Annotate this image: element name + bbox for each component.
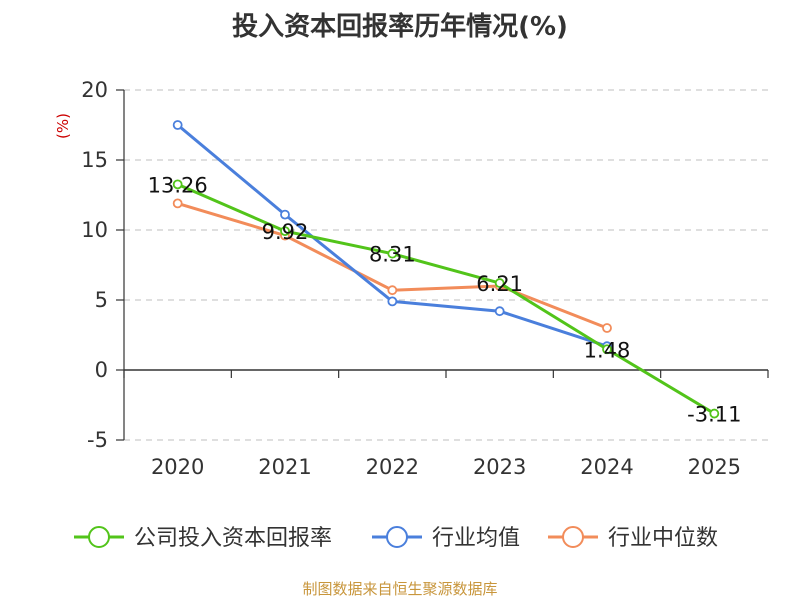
legend-item-1[interactable]: 行业均值 — [372, 526, 520, 551]
series-point[interactable] — [602, 323, 612, 333]
series-point[interactable] — [602, 344, 612, 355]
series-lines — [172, 120, 720, 419]
x-tick-label: 2020 — [151, 455, 204, 479]
series-point[interactable] — [387, 296, 398, 307]
legend-label: 行业均值 — [432, 526, 520, 551]
series-line — [176, 123, 608, 348]
series-point[interactable] — [387, 285, 398, 296]
series-point[interactable] — [172, 120, 183, 130]
legend-marker — [562, 526, 584, 548]
series-point[interactable] — [172, 198, 183, 209]
series-point[interactable] — [280, 209, 290, 220]
y-tick-label: 10 — [81, 218, 108, 242]
series-point[interactable] — [280, 226, 290, 237]
source-note: 制图数据来自恒生聚源数据库 — [302, 580, 498, 598]
legend-label: 公司投入资本回报率 — [134, 526, 332, 551]
series-line — [177, 182, 716, 415]
series-point[interactable] — [709, 408, 720, 419]
x-tick-label: 2022 — [366, 455, 419, 479]
legend-marker — [386, 526, 408, 548]
legend[interactable]: 公司投入资本回报率 行业均值 行业中位数 — [74, 526, 718, 551]
data-label: 1.48 — [584, 338, 631, 362]
legend-marker — [88, 526, 110, 548]
legend-item-0[interactable]: 公司投入资本回报率 — [74, 526, 332, 551]
data-label: -3.11 — [687, 403, 741, 427]
series-1 — [172, 120, 612, 352]
y-tick-label: 15 — [81, 148, 108, 172]
x-tick-label: 2023 — [473, 455, 526, 479]
series-point[interactable] — [387, 248, 398, 259]
series-point[interactable] — [494, 306, 505, 317]
data-label: 6.21 — [476, 272, 523, 296]
series-0 — [172, 179, 720, 419]
axes: 20 15 10 5 0 -5 2020 2021 2022 2023 2024 2025 — [81, 78, 769, 479]
y-tick-label: -5 — [87, 428, 108, 452]
x-tick-label: 2024 — [580, 455, 633, 479]
y-tick-label: 5 — [95, 288, 108, 312]
chart-title: 投入资本回报率历年情况(%) — [232, 12, 568, 42]
legend-label: 行业中位数 — [608, 526, 718, 551]
data-labels: 13.26 9.92 8.31 6.21 1.48 -3.11 — [148, 173, 742, 426]
x-tick-label: 2025 — [688, 455, 741, 479]
x-tick-label: 2021 — [258, 455, 311, 479]
y-tick-label: 20 — [81, 78, 108, 102]
legend-item-2[interactable]: 行业中位数 — [548, 526, 718, 551]
data-label: 8.31 — [369, 243, 416, 267]
gridlines — [124, 89, 768, 441]
y-axis-unit-label: (%) — [54, 113, 72, 139]
y-tick-label: 0 — [95, 358, 108, 382]
data-label: 9.92 — [262, 220, 309, 244]
series-point[interactable] — [494, 278, 505, 288]
series-point[interactable] — [172, 179, 183, 190]
data-label: 13.26 — [148, 173, 208, 197]
